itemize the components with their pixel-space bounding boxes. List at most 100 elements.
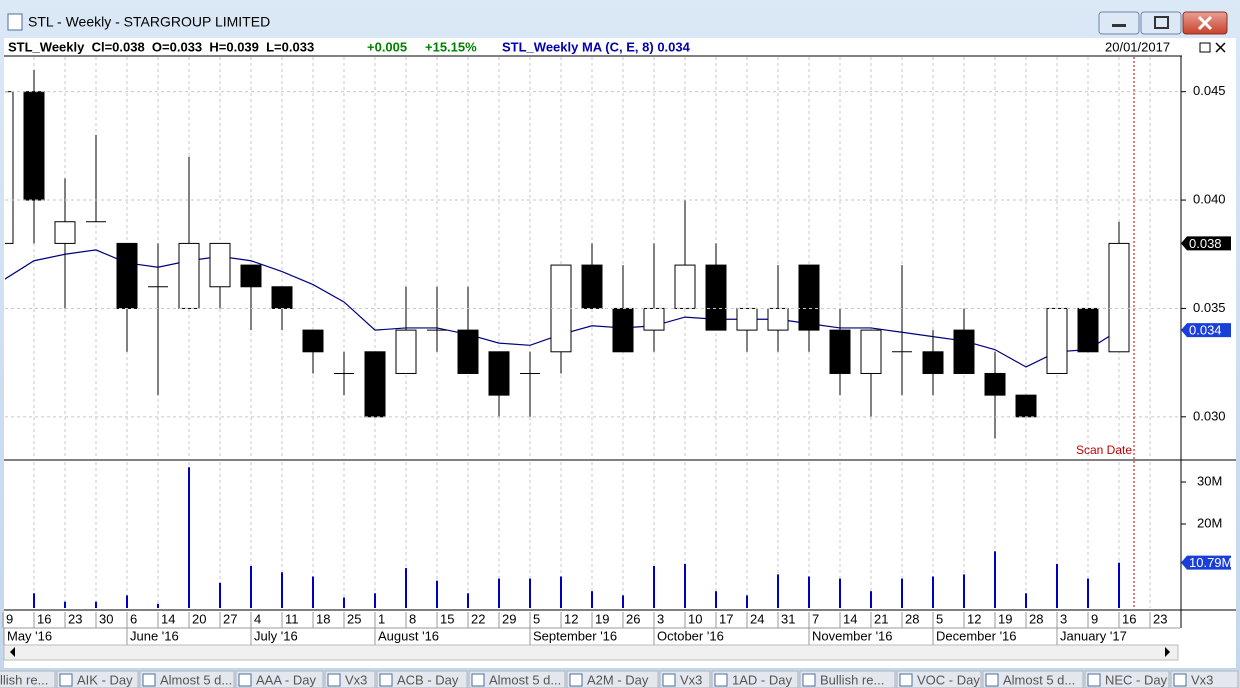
tab-icon	[238, 673, 252, 687]
taskbar-tab[interactable]	[711, 670, 799, 688]
candle-body	[581, 264, 603, 309]
x-tick-label: 26	[626, 611, 640, 626]
taskbar-tab[interactable]	[56, 670, 139, 688]
x-tick-label: 25	[347, 611, 361, 626]
candle-body	[1108, 242, 1130, 353]
candle-body	[674, 264, 696, 309]
tab-label: AAA - Day	[256, 672, 316, 687]
close-icon	[1197, 15, 1213, 31]
candle-body	[984, 372, 1006, 396]
month-label: June '16	[130, 628, 179, 643]
taskbar-tab[interactable]	[376, 670, 468, 688]
x-tick-label: 5	[533, 611, 540, 626]
x-tick-label: 9	[1091, 611, 1098, 626]
tab-icon	[327, 673, 341, 687]
y-tick-label: 20M	[1197, 515, 1222, 530]
candle-body	[457, 329, 479, 374]
tab-icon	[569, 673, 583, 687]
header-change: +0.005	[367, 39, 407, 54]
y-tick-label: 0.040	[1193, 191, 1226, 206]
y-tick-label: 30M	[1197, 473, 1222, 488]
tab-icon	[985, 673, 999, 687]
y-tick-label: 0.035	[1193, 300, 1226, 315]
candle-body	[643, 307, 665, 331]
x-tick-label: 1	[378, 611, 385, 626]
taskbar-tab[interactable]	[982, 670, 1084, 688]
x-tick-label: 24	[750, 611, 764, 626]
x-tick-label: 18	[316, 611, 330, 626]
tab-icon	[59, 673, 73, 687]
taskbar-tab[interactable]	[468, 670, 566, 688]
month-label: July '16	[254, 628, 298, 643]
month-label: August '16	[378, 628, 439, 643]
x-tick-label: 17	[719, 611, 733, 626]
header-date: 20/01/2017	[1105, 39, 1170, 54]
scroll-left[interactable]	[10, 647, 15, 657]
taskbar-tab[interactable]	[896, 670, 982, 688]
x-tick-label: 8	[409, 611, 416, 626]
scroll-track[interactable]	[3, 644, 1179, 661]
month-label: May '16	[7, 628, 52, 643]
x-tick-label: 5	[936, 611, 943, 626]
tab-label: Almost 5 d...	[489, 672, 561, 687]
x-tick-label: 16	[1122, 611, 1136, 626]
month-label: January '17	[1060, 628, 1127, 643]
taskbar-tab[interactable]	[139, 670, 235, 688]
candle-body	[178, 242, 200, 309]
volume-panel	[33, 462, 1151, 608]
header-change-pct: +15.15%	[425, 39, 477, 54]
candle-body	[364, 351, 386, 418]
x-tick-label: 3	[657, 611, 664, 626]
price-panel	[5, 57, 1151, 458]
candle-body	[395, 329, 417, 374]
x-tick-label: 7	[812, 611, 819, 626]
y-tick-label: 0.045	[1193, 83, 1226, 98]
candle-body	[1046, 307, 1068, 374]
x-tick-label: 4	[254, 611, 261, 626]
maximize-icon	[1154, 16, 1169, 29]
taskbar-tab[interactable]	[1084, 670, 1170, 688]
candle-body	[116, 242, 138, 309]
x-tick-label: 11	[285, 611, 299, 626]
candle-body	[488, 351, 510, 396]
tab-icon	[471, 673, 485, 687]
scroll-right[interactable]	[1165, 647, 1170, 657]
x-tick-label: 29	[502, 611, 516, 626]
maximize-button[interactable]	[1140, 11, 1182, 35]
taskbar-tab[interactable]	[0, 670, 56, 688]
candle-body	[922, 351, 944, 374]
tab-icon	[1173, 673, 1187, 687]
last-price-tag-bg	[1181, 236, 1231, 251]
x-tick-label: 12	[564, 611, 578, 626]
tab-label: 1AD - Day	[732, 672, 792, 687]
taskbar-tabs: llish re... AIK - Day Almost 5 d... AAA - D…	[0, 670, 1239, 688]
pane-close[interactable]	[1215, 42, 1226, 53]
y-tick-label: 0.030	[1193, 408, 1226, 423]
x-tick-label: 23	[1153, 611, 1167, 626]
tab-icon	[142, 673, 156, 687]
tab-icon	[714, 673, 728, 687]
chart-area	[4, 38, 1236, 668]
candle-body	[798, 264, 820, 331]
taskbar-tab[interactable]	[235, 670, 324, 688]
tab-icon	[379, 673, 393, 687]
tab-label: NEC - Day	[1105, 672, 1168, 687]
x-tick-label: 15	[440, 611, 454, 626]
tab-label: AIK - Day	[77, 672, 133, 687]
taskbar-tab[interactable]	[1170, 670, 1239, 688]
candle-body	[953, 329, 975, 374]
candle-body	[240, 264, 262, 288]
restore-icon[interactable]	[1199, 42, 1211, 53]
candle-body	[612, 307, 634, 353]
taskbar-tab[interactable]	[566, 670, 659, 688]
x-tick-label: 14	[161, 611, 175, 626]
candle-body	[23, 91, 45, 201]
tab-label: ACB - Day	[397, 672, 459, 687]
minimize-button[interactable]	[1098, 11, 1140, 35]
x-tick-label: 30	[99, 611, 113, 626]
taskbar-tab[interactable]	[799, 670, 896, 688]
tab-label: Vx3	[345, 672, 367, 687]
scrollbar[interactable]	[3, 644, 1179, 661]
candle-body	[1015, 394, 1037, 418]
